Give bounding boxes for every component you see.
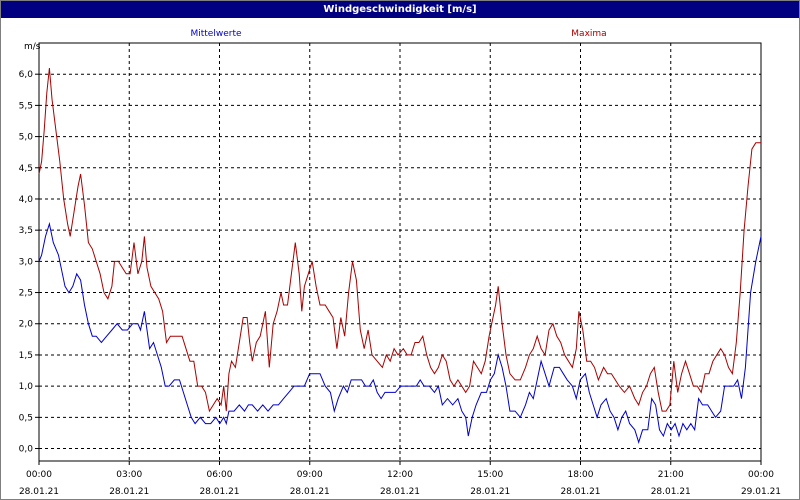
y-tick-label: 1,5: [19, 351, 33, 361]
x-tick-time: 03:00: [116, 470, 142, 480]
y-tick-label: 5,0: [19, 133, 34, 143]
legend-mittelwerte: Mittelwerte: [190, 29, 241, 39]
x-tick-time: 00:00: [26, 470, 52, 480]
window-title: Windgeschwindigkeit [m/s]: [1, 1, 799, 18]
x-tick-time: 09:00: [297, 470, 323, 480]
series-line-mittelwerte: [38, 221, 762, 444]
x-tick-date: 29.01.21: [741, 487, 781, 497]
y-tick-label: 0,0: [19, 445, 34, 455]
x-tick-time: 15:00: [477, 470, 503, 480]
x-tick-date: 28.01.21: [560, 487, 600, 497]
x-tick-date: 28.01.21: [19, 487, 59, 497]
legend-maxima: Maxima: [571, 29, 606, 39]
x-tick-time: 21:00: [658, 470, 684, 480]
x-tick-time: 18:00: [568, 470, 594, 480]
x-tick-date: 28.01.21: [109, 487, 149, 497]
x-tick-date: 28.01.21: [651, 487, 691, 497]
x-tick-time: 12:00: [387, 470, 413, 480]
y-tick-label: 4,0: [19, 195, 34, 205]
x-tick-date: 28.01.21: [199, 487, 239, 497]
y-tick-label: 5,5: [19, 101, 33, 111]
x-tick-date: 28.01.21: [290, 487, 330, 497]
x-tick-date: 28.01.21: [470, 487, 510, 497]
y-tick-label: 6,0: [19, 70, 34, 80]
y-tick-label: 1,0: [19, 382, 34, 392]
series-layer: [38, 67, 762, 444]
y-tick-label: 0,5: [19, 413, 33, 423]
y-tick-label: 2,0: [19, 320, 34, 330]
axis-ticks: 0,0 0,5 1,0 1,5 2,0 2,5 3,0 3,5 4,0 4,5 5,0 5,5 6,0 0…: [19, 70, 781, 497]
x-tick-time: 06:00: [207, 470, 233, 480]
y-tick-label: 3,0: [19, 257, 34, 267]
y-tick-label: 4,5: [19, 164, 33, 174]
y-axis-label: m/s: [24, 42, 41, 52]
y-tick-label: 2,5: [19, 289, 33, 299]
x-tick-date: 28.01.21: [380, 487, 420, 497]
y-tick-label: 3,5: [19, 226, 33, 236]
grid-layer: [39, 43, 761, 461]
x-tick-time: 00:00: [748, 470, 774, 480]
series-line-maxima: [38, 67, 761, 413]
